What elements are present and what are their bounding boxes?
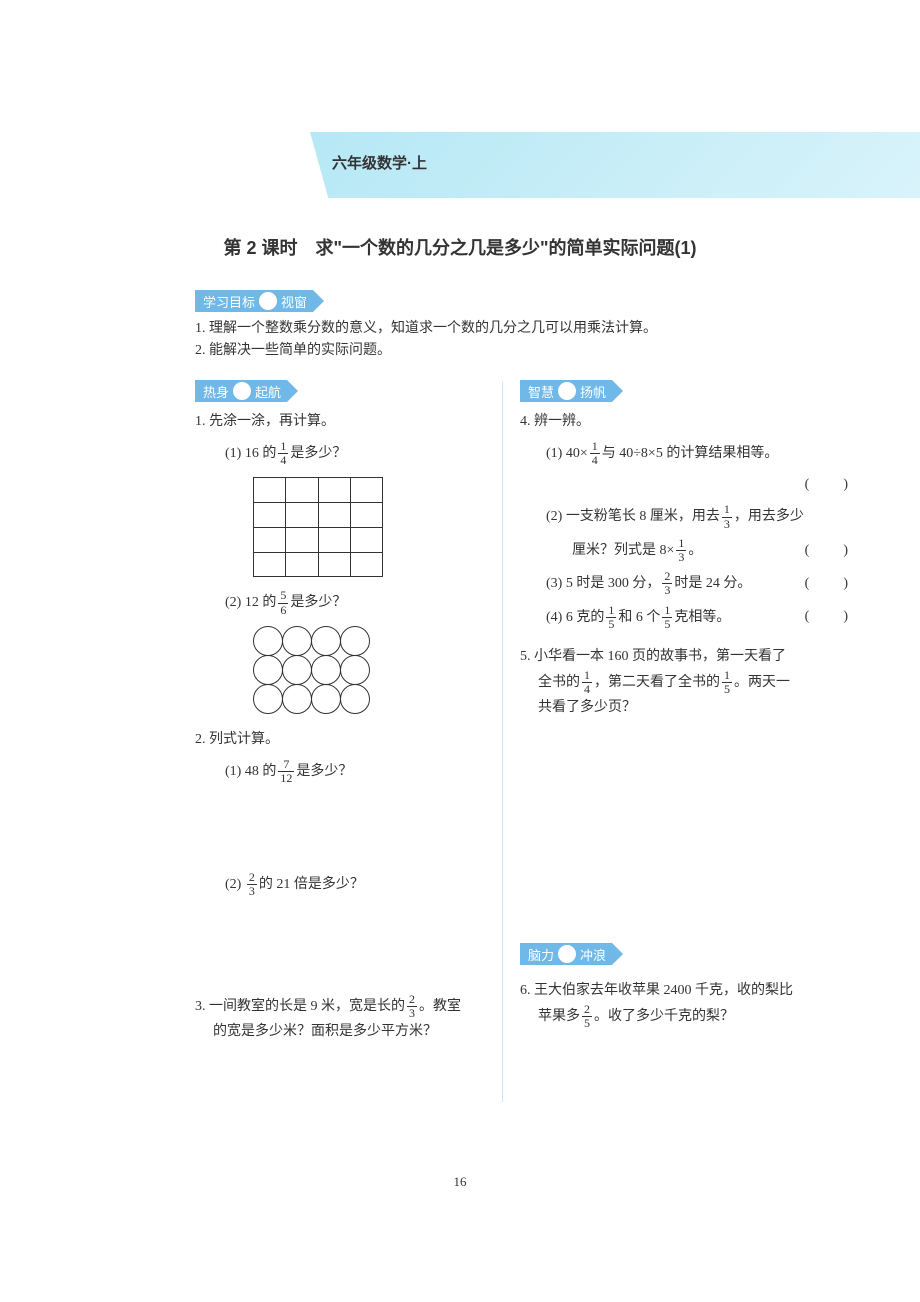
section-goals-badge: 学习目标 ▭ 视窗 xyxy=(195,290,313,312)
q5-line3: 共看了多少页？ xyxy=(520,696,850,720)
q4-part1: (1) 40×14与 40÷8×5 的计算结果相等。 xyxy=(520,440,850,467)
q4-part4: (4) 6 克的15和 6 个15克相等。 ( ) xyxy=(520,604,850,631)
cross-icon: ✕ xyxy=(233,382,251,400)
goals-text: 1. 理解一个整数乘分数的意义，知道求一个数的几分之几可以用乘法计算。 2. 能… xyxy=(195,318,657,362)
q1-part2: (2) 12 的56是多少？ xyxy=(195,589,495,616)
q3-line2: 的宽是多少米？面积是多少平方米？ xyxy=(195,1020,495,1044)
q4-part3: (3) 5 时是 300 分，23时是 24 分。 ( ) xyxy=(520,570,850,597)
q2-part2: (2) 23的 21 倍是多少？ xyxy=(195,871,495,898)
page-number: 16 xyxy=(0,1174,920,1190)
question-2: 2. 列式计算。 (1) 48 的712是多少？ (2) 23的 21 倍是多少… xyxy=(195,728,495,979)
q4-stem: 4. 辨一辨。 xyxy=(520,410,850,434)
question-5: 5. 小华看一本 160 页的故事书，第一天看了 全书的14，第二天看了全书的1… xyxy=(520,645,850,720)
q4-blank-3: ( ) xyxy=(805,572,850,596)
q5-line1: 5. 小华看一本 160 页的故事书，第一天看了 xyxy=(520,645,850,669)
monitor-icon: ▭ xyxy=(259,292,277,310)
q6-line2: 苹果多25。收了多少千克的梨？ xyxy=(520,1003,850,1030)
wave-icon: ≋ xyxy=(558,945,576,963)
right-column: 4. 辨一辨。 (1) 40×14与 40÷8×5 的计算结果相等。 ( ) (… xyxy=(520,410,850,734)
column-divider xyxy=(502,382,503,1102)
goals-label-left: 学习目标 xyxy=(203,292,255,311)
q2-part1: (1) 48 的712是多少？ xyxy=(195,758,495,785)
q4-blank-1: ( ) xyxy=(520,473,850,497)
q1-part1: (1) 16 的14是多少？ xyxy=(195,440,495,467)
question-4: 4. 辨一辨。 (1) 40×14与 40÷8×5 的计算结果相等。 ( ) (… xyxy=(520,410,850,631)
brain-label-left: 脑力 xyxy=(528,945,554,964)
grid-4x4 xyxy=(253,477,383,577)
sail-icon: ◐ xyxy=(558,382,576,400)
question-1: 1. 先涂一涂，再计算。 (1) 16 的14是多少？ (2) 12 的56是多… xyxy=(195,410,495,714)
wisdom-label-right: 扬帆 xyxy=(580,382,606,401)
goals-label-right: 视窗 xyxy=(281,292,307,311)
goal-item-2: 2. 能解决一些简单的实际问题。 xyxy=(195,340,657,362)
brain-label-right: 冲浪 xyxy=(580,945,606,964)
q6-line1: 6. 王大伯家去年收苹果 2400 千克，收的梨比 xyxy=(520,979,850,1003)
lesson-title: 第 2 课时 求"一个数的几分之几是多少"的简单实际问题(1) xyxy=(0,234,920,260)
section-wisdom-badge: 智慧 ◐ 扬帆 xyxy=(520,380,612,402)
warmup-label-right: 起航 xyxy=(255,382,281,401)
warmup-label-left: 热身 xyxy=(203,382,229,401)
wisdom-label-left: 智慧 xyxy=(528,382,554,401)
goal-item-1: 1. 理解一个整数乘分数的意义，知道求一个数的几分之几可以用乘法计算。 xyxy=(195,318,657,340)
circles-12 xyxy=(253,627,373,714)
q5-line2: 全书的14，第二天看了全书的15。两天一 xyxy=(520,669,850,696)
q1-stem: 1. 先涂一涂，再计算。 xyxy=(195,410,495,434)
question-3: 3. 一间教室的长是 9 米，宽是长的23。教室 的宽是多少米？面积是多少平方米… xyxy=(195,993,495,1044)
question-6: 6. 王大伯家去年收苹果 2400 千克，收的梨比 苹果多25。收了多少千克的梨… xyxy=(520,979,850,1030)
q4-part2: (2) 一支粉笔长 8 厘米，用去13，用去多少 xyxy=(520,503,850,530)
section-brain-badge: 脑力 ≋ 冲浪 6. 王大伯家去年收苹果 2400 千克，收的梨比 苹果多25。… xyxy=(520,943,850,1044)
section-warmup-badge: 热身 ✕ 起航 xyxy=(195,380,287,402)
q4-part2-line2: 厘米？列式是 8×13。 ( ) xyxy=(520,537,850,564)
q4-blank-2: ( ) xyxy=(805,539,850,563)
q4-blank-4: ( ) xyxy=(805,605,850,629)
q2-stem: 2. 列式计算。 xyxy=(195,728,495,752)
subject-label: 六年级数学·上 xyxy=(332,152,427,173)
left-column: 1. 先涂一涂，再计算。 (1) 16 的14是多少？ (2) 12 的56是多… xyxy=(195,410,495,1058)
